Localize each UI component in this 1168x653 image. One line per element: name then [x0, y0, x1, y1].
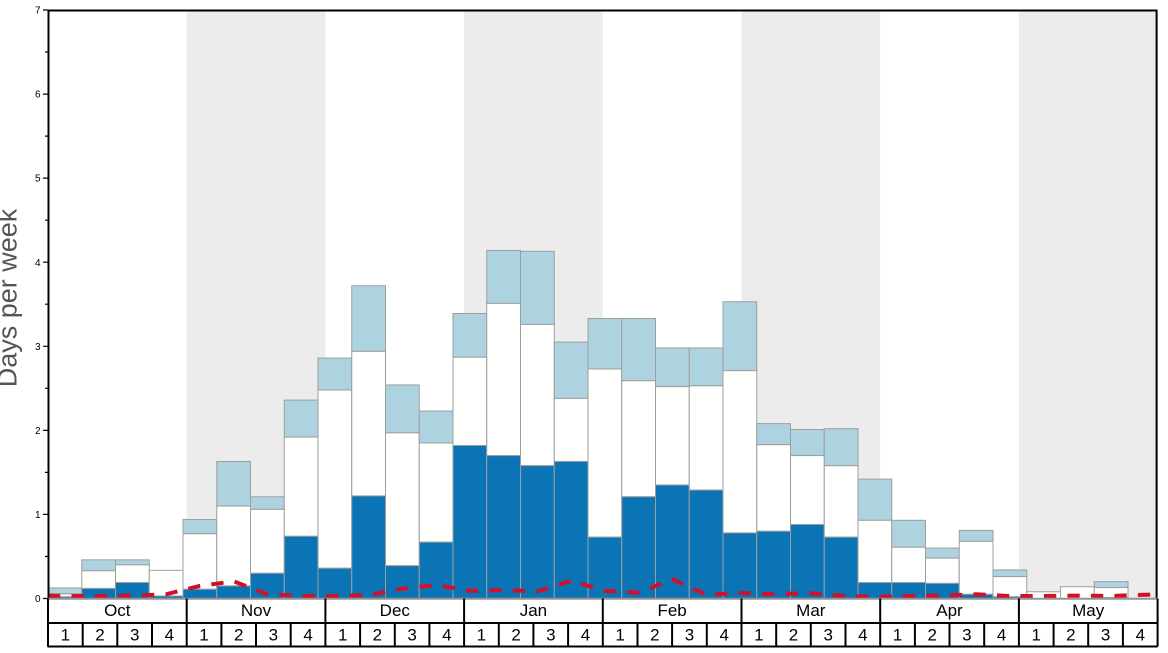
- svg-text:Mar: Mar: [796, 601, 826, 620]
- svg-text:2: 2: [1066, 626, 1075, 645]
- svg-text:4: 4: [35, 258, 41, 269]
- svg-text:Jan: Jan: [520, 601, 547, 620]
- svg-text:2: 2: [373, 626, 382, 645]
- svg-text:4: 4: [997, 626, 1006, 645]
- svg-text:May: May: [1072, 601, 1105, 620]
- svg-text:Feb: Feb: [657, 601, 686, 620]
- svg-text:3: 3: [35, 342, 41, 353]
- svg-text:3: 3: [546, 626, 555, 645]
- svg-text:3: 3: [407, 626, 416, 645]
- svg-text:1: 1: [477, 626, 486, 645]
- svg-text:1: 1: [754, 626, 763, 645]
- svg-text:3: 3: [823, 626, 832, 645]
- svg-text:3: 3: [1101, 626, 1110, 645]
- svg-text:4: 4: [719, 626, 728, 645]
- svg-text:4: 4: [581, 626, 590, 645]
- svg-text:4: 4: [858, 626, 867, 645]
- svg-text:1: 1: [199, 626, 208, 645]
- svg-text:3: 3: [685, 626, 694, 645]
- svg-text:2: 2: [927, 626, 936, 645]
- svg-text:Oct: Oct: [104, 601, 131, 620]
- svg-text:2: 2: [35, 426, 41, 437]
- svg-text:2: 2: [511, 626, 520, 645]
- svg-text:1: 1: [1031, 626, 1040, 645]
- svg-text:1: 1: [338, 626, 347, 645]
- svg-text:4: 4: [303, 626, 312, 645]
- svg-text:0: 0: [35, 594, 41, 605]
- svg-text:Days per week: Days per week: [0, 208, 23, 387]
- svg-text:4: 4: [1136, 626, 1145, 645]
- svg-text:2: 2: [95, 626, 104, 645]
- svg-text:3: 3: [269, 626, 278, 645]
- svg-text:3: 3: [130, 626, 139, 645]
- svg-text:1: 1: [893, 626, 902, 645]
- svg-text:1: 1: [61, 626, 70, 645]
- svg-text:2: 2: [650, 626, 659, 645]
- svg-text:3: 3: [962, 626, 971, 645]
- svg-text:6: 6: [35, 90, 41, 101]
- svg-text:Dec: Dec: [380, 601, 411, 620]
- svg-text:7: 7: [35, 6, 41, 17]
- svg-text:1: 1: [35, 510, 41, 521]
- svg-text:Apr: Apr: [936, 601, 963, 620]
- svg-text:2: 2: [789, 626, 798, 645]
- svg-text:4: 4: [165, 626, 174, 645]
- svg-text:5: 5: [35, 174, 41, 185]
- svg-text:1: 1: [615, 626, 624, 645]
- svg-text:2: 2: [234, 626, 243, 645]
- svg-text:4: 4: [442, 626, 451, 645]
- svg-text:Nov: Nov: [241, 601, 272, 620]
